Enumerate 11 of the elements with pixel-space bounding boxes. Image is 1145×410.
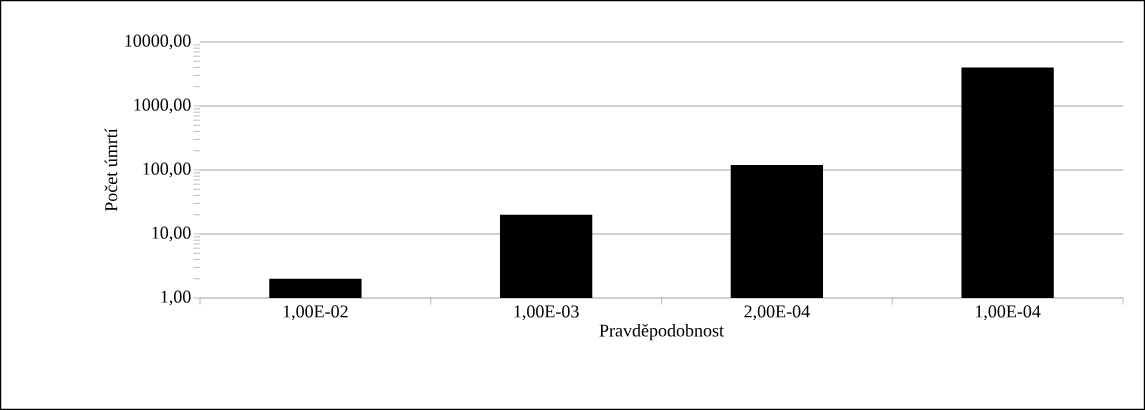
x-tick-label: 2,00E-04	[744, 305, 810, 321]
y-tick-label: 100,00	[143, 162, 191, 178]
x-tick-label: 1,00E-04	[975, 305, 1041, 321]
x-axis-title: Pravděpodobnost	[599, 323, 724, 341]
x-tick-label: 1,00E-02	[283, 305, 348, 321]
y-tick-label: 10000,00	[125, 34, 191, 50]
y-tick-label: 10,00	[152, 226, 191, 242]
x-tick-label: 1,00E-03	[514, 305, 579, 321]
y-tick-label: 1,00	[161, 290, 191, 306]
y-axis-title: Počet úmrtí	[104, 128, 118, 212]
y-tick-label: 1000,00	[134, 98, 191, 114]
